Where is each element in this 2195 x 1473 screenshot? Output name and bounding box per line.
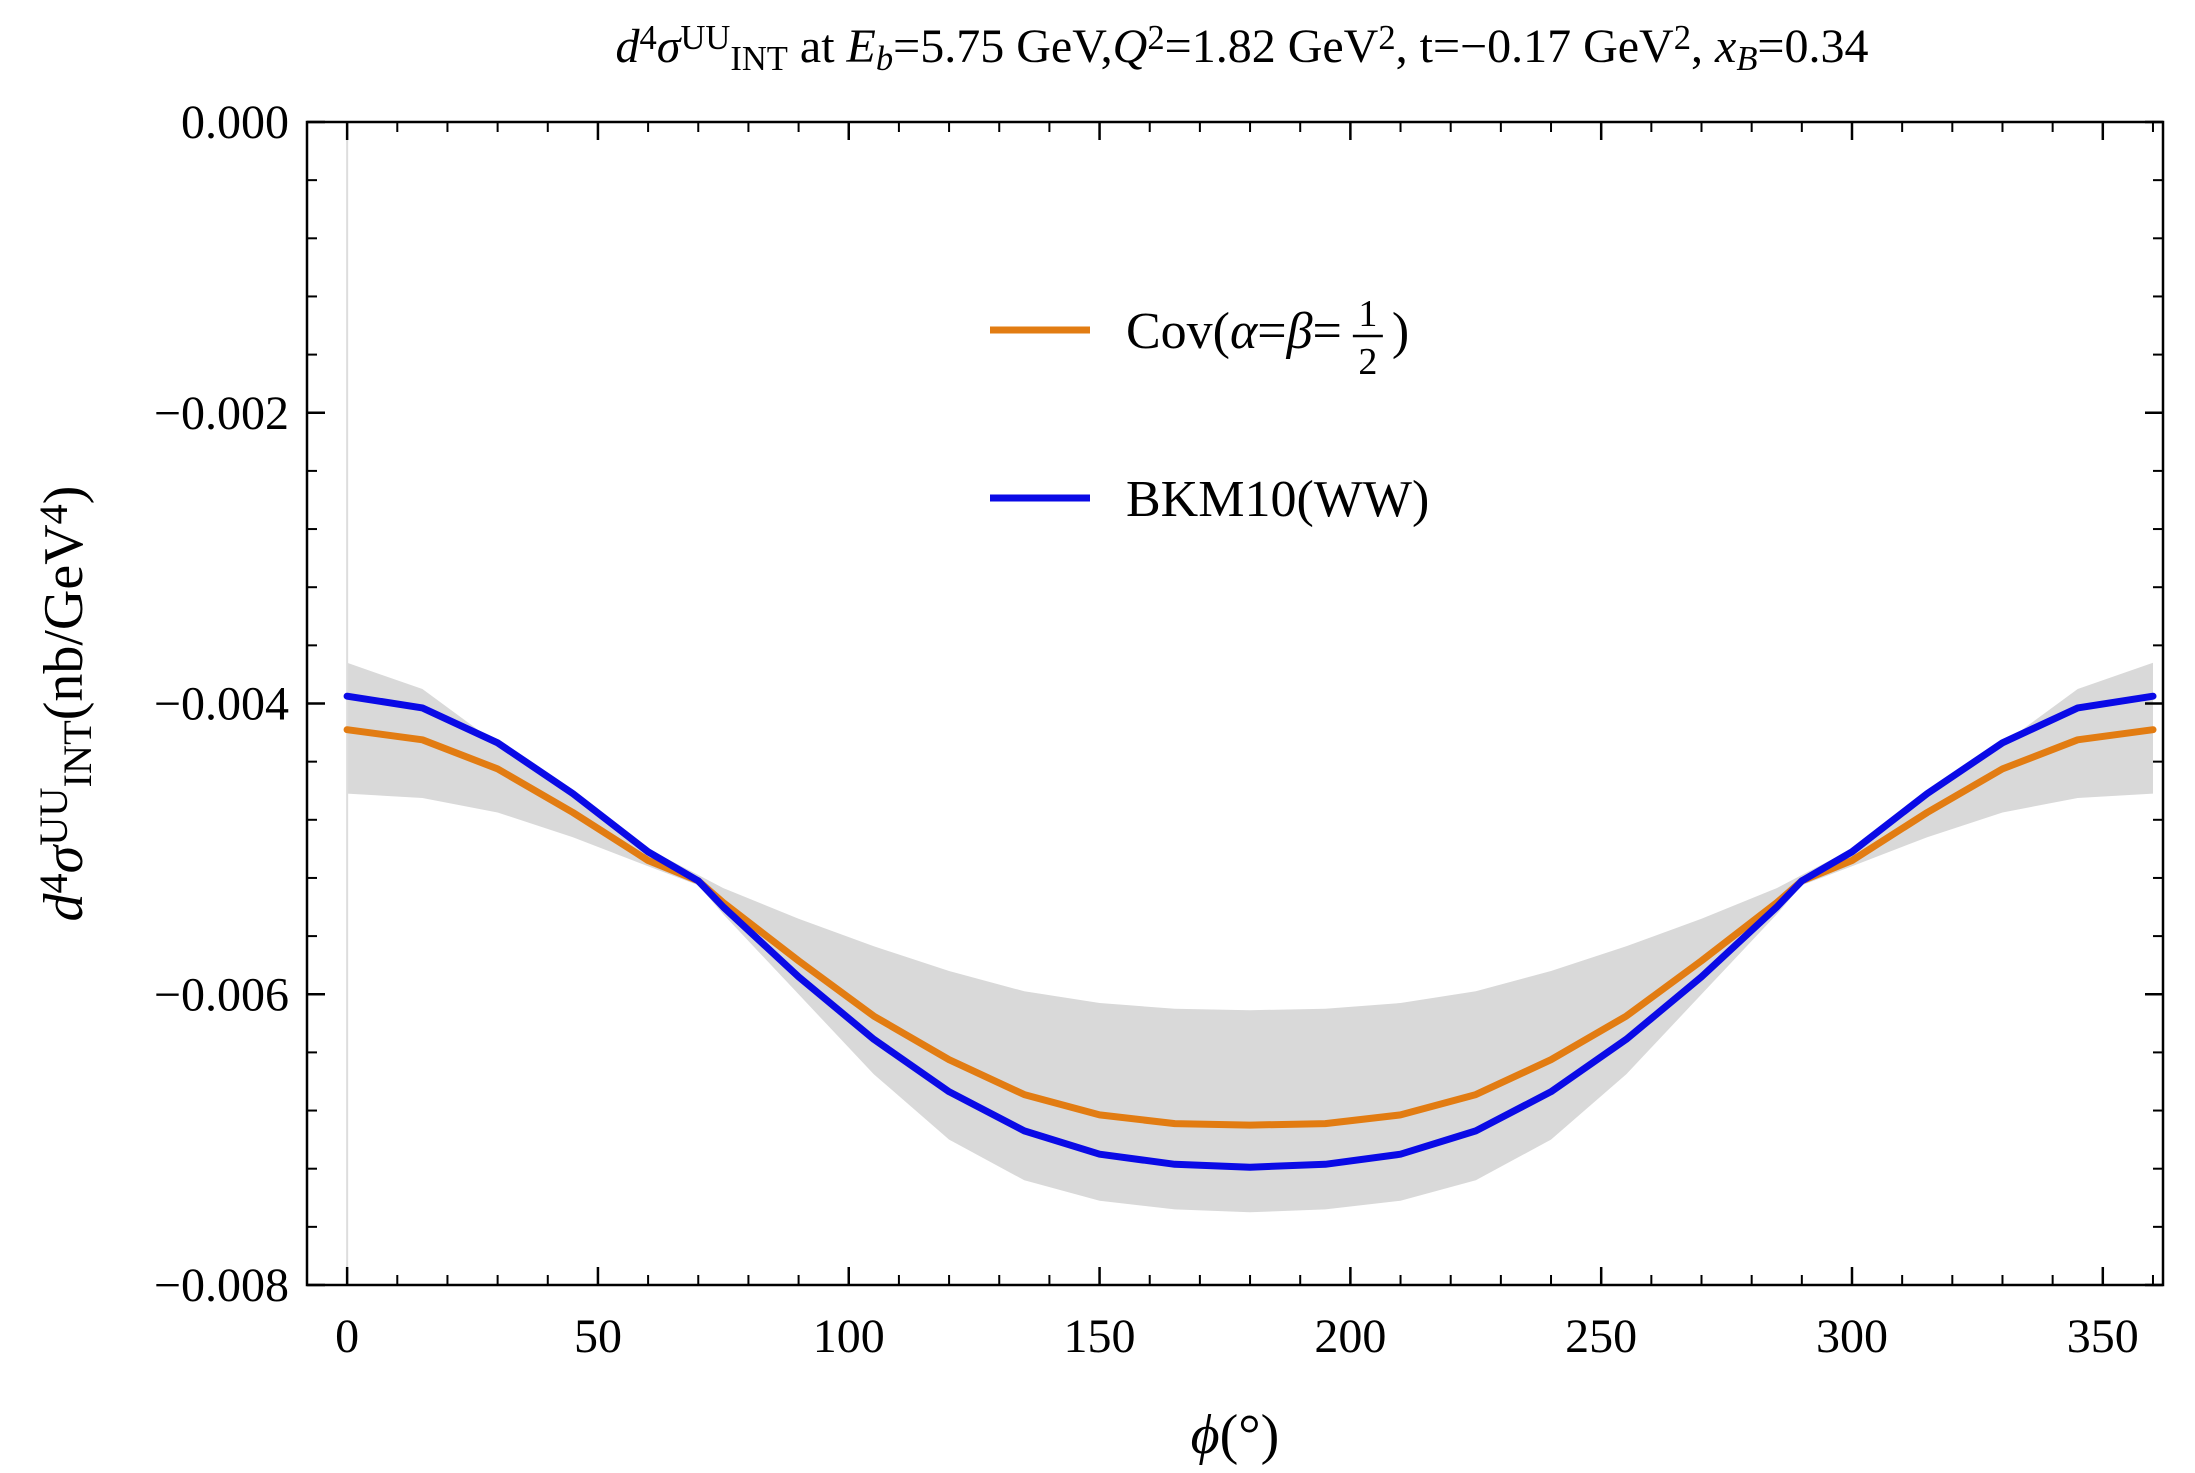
text-run: ϕ: [1191, 1404, 1220, 1466]
text-run: ): [33, 486, 95, 505]
uncertainty-band: [347, 662, 2154, 1213]
series-layer: [343, 692, 2157, 1171]
band-layer: [347, 662, 2154, 1213]
legend-label-tail: ): [1392, 303, 1409, 360]
text-run: E: [846, 20, 876, 73]
text-run: σ: [657, 20, 683, 73]
x-tick-label: 0: [335, 1310, 359, 1363]
text-run: (°): [1220, 1404, 1280, 1466]
text-run: d: [33, 892, 95, 921]
text-run: 2: [1674, 19, 1691, 57]
y-tick-label: −0.008: [154, 1259, 289, 1312]
text-run: ,: [1691, 20, 1715, 73]
text-run: BKM10(WW): [1126, 471, 1429, 528]
text-run: UU: [31, 787, 76, 845]
text-run: d: [615, 20, 640, 73]
text-run: 4: [639, 19, 656, 57]
series-line-1: [343, 692, 2157, 1171]
text-run: α: [1230, 303, 1259, 360]
text-run: Q: [1113, 20, 1148, 73]
text-run: =: [1313, 303, 1342, 360]
text-run: =: [1257, 303, 1286, 360]
text-run: =0.34: [1757, 20, 1868, 73]
legend-label-1: BKM10(WW): [1126, 471, 1429, 528]
y-axis-title: d4σUUINT(nb/GeV4): [31, 486, 100, 922]
series-line-0: [343, 726, 2157, 1129]
text-run: β: [1286, 303, 1313, 360]
text-run: B: [1736, 40, 1757, 78]
y-tick-label: 0.000: [181, 96, 289, 149]
x-tick-label: 50: [574, 1310, 622, 1363]
legend-fraction-denominator: 2: [1358, 341, 1377, 383]
text-run: UU: [680, 19, 730, 57]
x-tick-label: 100: [813, 1310, 885, 1363]
x-tick-label: 350: [2067, 1310, 2139, 1363]
text-run: =1.82 GeV: [1165, 20, 1379, 73]
text-run: at: [788, 20, 847, 73]
legend-fraction-numerator: 1: [1358, 293, 1377, 335]
x-tick-label: 150: [1064, 1310, 1136, 1363]
x-axis-title: ϕ(°): [1191, 1404, 1280, 1466]
ticks-layer: 0 50 100 150 200 250 300 350 0.000 −0.002 −0.004 −0…: [154, 96, 2163, 1363]
text-run: 2: [1378, 19, 1395, 57]
text-run: (nb/GeV: [33, 524, 95, 720]
text-run: , t=−0.17 GeV: [1396, 20, 1674, 73]
text-run: 4: [31, 504, 76, 524]
text-run: INT: [730, 40, 788, 78]
y-tick-label: −0.002: [154, 387, 289, 440]
legend-label-0: Cov(α=β=: [1126, 303, 1342, 360]
text-run: 2: [1147, 19, 1164, 57]
text-run: INT: [55, 720, 100, 787]
text-run: x: [1714, 20, 1736, 73]
text-run: 4: [31, 873, 76, 893]
x-tick-label: 300: [1816, 1310, 1888, 1363]
text-run: b: [876, 40, 893, 78]
text-run: σ: [33, 843, 95, 873]
text-run: Cov(: [1126, 303, 1230, 360]
text-run: =5.75 GeV,: [893, 20, 1113, 73]
legend: Cov(α=β= 12)BKM10(WW): [990, 293, 1429, 528]
text-run: ): [1392, 303, 1409, 360]
y-tick-label: −0.006: [154, 968, 289, 1021]
chart-title: d4σUUINT at Eb=5.75 GeV,Q2=1.82 GeV2, t=…: [615, 19, 1868, 78]
y-tick-label: −0.004: [154, 678, 289, 731]
x-tick-label: 250: [1565, 1310, 1637, 1363]
x-tick-label: 200: [1314, 1310, 1386, 1363]
